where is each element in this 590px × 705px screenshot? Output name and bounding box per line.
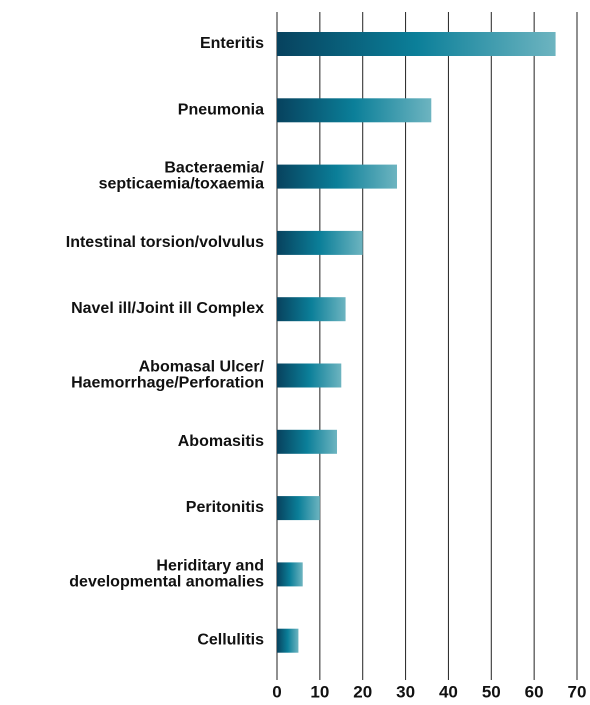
label-line: septicaemia/toxaemia bbox=[99, 176, 265, 193]
bar bbox=[277, 98, 432, 123]
x-tick-label: 60 bbox=[525, 682, 544, 701]
label-line: Intestinal torsion/volvulus bbox=[66, 234, 264, 251]
bar bbox=[277, 363, 342, 388]
y-tick-label: Navel ill/Joint ill Complex bbox=[71, 300, 264, 317]
y-tick-label: Intestinal torsion/volvulus bbox=[66, 234, 264, 251]
y-tick-label: Heriditary and developmental anomalies bbox=[69, 558, 264, 591]
label-line: Enteritis bbox=[200, 35, 264, 52]
bar bbox=[277, 628, 299, 653]
x-tick-label: 40 bbox=[439, 682, 458, 701]
label-line: Bacteraemia/ bbox=[164, 160, 264, 177]
bar bbox=[277, 562, 303, 587]
label-line: Heriditary and bbox=[156, 558, 264, 575]
y-tick-label: Enteritis bbox=[200, 35, 264, 52]
bar bbox=[277, 297, 346, 322]
y-tick-label: Abomasitis bbox=[178, 433, 264, 450]
y-tick-label: Pneumonia bbox=[178, 102, 264, 119]
x-tick-label: 30 bbox=[396, 682, 415, 701]
bar bbox=[277, 496, 320, 521]
bar bbox=[277, 164, 397, 189]
y-tick-label: Peritonitis bbox=[186, 499, 264, 516]
label-line: developmental anomalies bbox=[69, 574, 264, 591]
x-tick-label: 20 bbox=[353, 682, 372, 701]
x-tick-label: 70 bbox=[568, 682, 587, 701]
label-line: Peritonitis bbox=[186, 499, 264, 516]
y-tick-label: Abomasal Ulcer/Haemorrhage/Perforation bbox=[71, 359, 264, 392]
label-line: Pneumonia bbox=[178, 102, 264, 119]
bar bbox=[277, 32, 556, 56]
x-tick-label: 10 bbox=[310, 682, 329, 701]
y-tick-label: Bacteraemia/septicaemia/toxaemia bbox=[99, 160, 265, 193]
label-line: Abomasal Ulcer/ bbox=[139, 359, 265, 376]
x-tick-label: 50 bbox=[482, 682, 501, 701]
label-line: Navel ill/Joint ill Complex bbox=[71, 300, 264, 317]
label-line: Haemorrhage/Perforation bbox=[71, 375, 264, 392]
y-tick-label: Cellulitis bbox=[197, 632, 264, 649]
bar bbox=[277, 230, 363, 255]
label-line: Abomasitis bbox=[178, 433, 264, 450]
label-line: Cellulitis bbox=[197, 632, 264, 649]
x-tick-label: 0 bbox=[272, 682, 281, 701]
bar bbox=[277, 429, 337, 454]
